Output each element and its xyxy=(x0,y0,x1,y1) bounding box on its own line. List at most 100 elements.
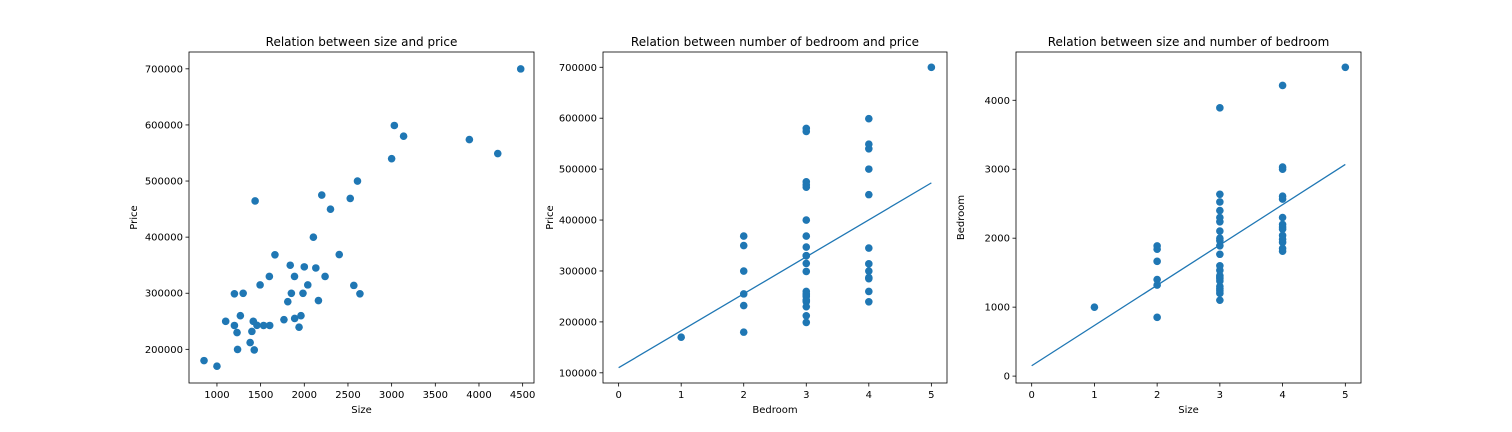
y-tick-label: 600000 xyxy=(559,114,597,125)
data-point xyxy=(1278,213,1287,222)
data-point xyxy=(253,321,261,330)
data-point xyxy=(230,289,239,298)
data-point xyxy=(802,290,811,298)
data-point xyxy=(399,132,408,141)
y-tick-label: 200000 xyxy=(559,317,597,328)
x-tick-label: 3500 xyxy=(423,390,448,401)
x-tick-label: 0 xyxy=(615,390,621,401)
data-point xyxy=(280,315,288,324)
x-tick-label: 1500 xyxy=(248,390,273,401)
data-point xyxy=(677,333,685,342)
y-axis-label: Price xyxy=(129,205,140,229)
data-point xyxy=(802,232,811,240)
x-tick-label: 4500 xyxy=(510,390,535,401)
data-point xyxy=(802,243,811,251)
data-point xyxy=(865,114,873,123)
data-point xyxy=(265,272,274,281)
regression-line xyxy=(618,182,932,369)
data-point xyxy=(1278,231,1287,240)
x-tick-label: 1 xyxy=(678,390,684,401)
plot-frame xyxy=(1015,51,1362,384)
data-point xyxy=(865,165,873,173)
y-tick-label: 500000 xyxy=(145,177,183,188)
data-point xyxy=(1216,190,1224,199)
data-point xyxy=(1216,104,1224,112)
regression-line xyxy=(1031,163,1346,367)
data-point xyxy=(802,259,811,268)
data-point xyxy=(290,272,299,281)
data-point xyxy=(865,287,873,296)
x-tick-label: 2 xyxy=(741,390,747,401)
data-point xyxy=(1216,213,1224,222)
x-tick-label: 4 xyxy=(866,390,872,401)
data-point xyxy=(739,290,748,298)
data-point xyxy=(1153,281,1161,289)
data-point xyxy=(236,311,245,320)
data-point xyxy=(1153,313,1161,322)
data-point xyxy=(1153,242,1161,250)
data-point xyxy=(312,264,320,272)
data-point xyxy=(314,296,323,305)
x-tick-label: 4 xyxy=(1279,390,1285,401)
x-tick-label: 2500 xyxy=(335,390,360,401)
plot-frame xyxy=(602,51,948,384)
data-point xyxy=(251,197,259,205)
data-point xyxy=(865,260,873,268)
y-tick-label: 400000 xyxy=(145,233,183,244)
data-point xyxy=(1278,81,1287,90)
data-point xyxy=(221,317,230,326)
data-point xyxy=(1153,275,1161,284)
data-point xyxy=(250,346,259,354)
y-axis-label: Price xyxy=(545,205,556,229)
data-point xyxy=(246,338,254,347)
x-tick-label: 2 xyxy=(1154,390,1160,401)
data-point xyxy=(317,191,326,199)
chart-panel-size-vs-bedroom: Relation between size and number of bedr… xyxy=(956,35,1362,416)
data-point xyxy=(802,267,811,276)
y-tick-label: 0 xyxy=(1004,372,1010,383)
data-point xyxy=(865,274,873,283)
data-point xyxy=(1278,244,1287,253)
data-point xyxy=(300,263,309,271)
chart-title: Relation between size and number of bedr… xyxy=(1048,35,1330,49)
data-point xyxy=(493,149,502,158)
data-point xyxy=(297,311,305,320)
data-point xyxy=(865,190,873,199)
data-point xyxy=(1216,227,1224,235)
data-point xyxy=(233,345,242,354)
y-tick-label: 3000 xyxy=(985,165,1010,176)
x-axis-label: Bedroom xyxy=(752,405,797,416)
data-point xyxy=(1278,192,1287,200)
data-point xyxy=(802,311,811,320)
y-tick-label: 200000 xyxy=(145,345,183,356)
chart-title: Relation between number of bedroom and p… xyxy=(631,35,919,49)
chart-title: Relation between size and price xyxy=(266,35,458,49)
y-tick-label: 400000 xyxy=(559,216,597,227)
data-point xyxy=(1216,261,1224,270)
x-tick-label: 3000 xyxy=(379,390,404,401)
data-point xyxy=(265,321,274,330)
data-point xyxy=(802,296,811,304)
data-point xyxy=(802,216,811,224)
data-point xyxy=(259,321,268,330)
y-tick-label: 300000 xyxy=(559,266,597,277)
x-axis-label: Size xyxy=(351,405,372,416)
plot-frame xyxy=(188,51,535,384)
data-point xyxy=(865,297,873,306)
y-tick-label: 4000 xyxy=(985,96,1010,107)
y-tick-label: 2000 xyxy=(985,234,1010,245)
y-tick-label: 600000 xyxy=(145,120,183,131)
data-point xyxy=(739,301,748,310)
data-point xyxy=(350,281,358,290)
data-point xyxy=(1216,282,1224,291)
data-point xyxy=(290,314,299,323)
x-tick-label: 5 xyxy=(928,390,934,401)
data-point xyxy=(233,328,241,337)
data-point xyxy=(802,318,811,327)
data-point xyxy=(465,135,474,144)
data-point xyxy=(321,272,329,281)
data-point xyxy=(1216,206,1224,215)
y-tick-label: 700000 xyxy=(145,64,183,75)
data-point xyxy=(309,233,318,241)
